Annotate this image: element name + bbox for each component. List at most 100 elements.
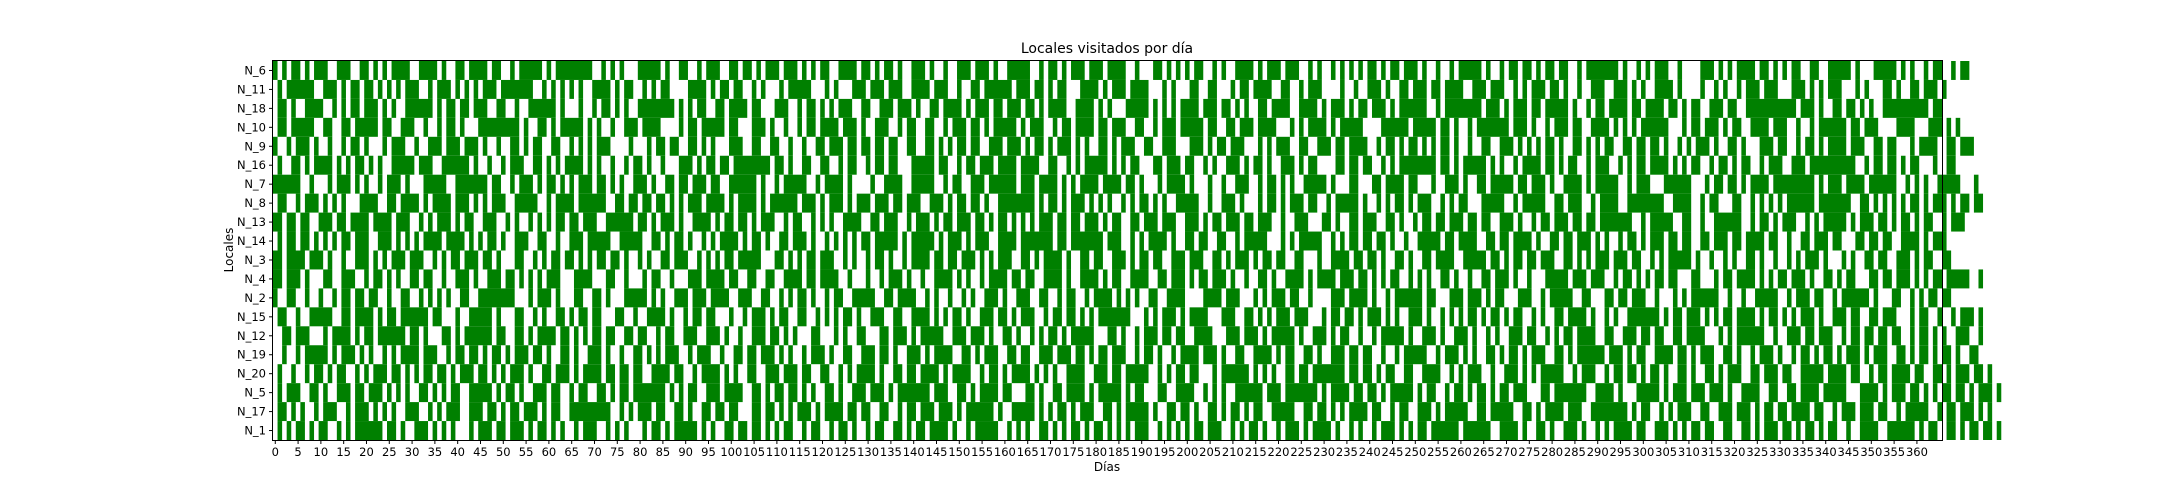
visit-cell — [1923, 193, 1929, 213]
visit-cell — [710, 231, 716, 251]
visit-cell — [1162, 98, 1167, 118]
visit-cell — [651, 288, 657, 308]
visit-cell — [1308, 79, 1322, 99]
visit-cell — [1663, 307, 1669, 327]
visit-cell — [984, 345, 999, 365]
visit-cell — [1891, 212, 1897, 232]
visit-cell — [309, 307, 333, 327]
visit-cell — [1522, 193, 1546, 213]
visit-cell — [282, 61, 287, 80]
visit-cell — [847, 193, 853, 213]
visit-cell — [893, 307, 903, 327]
visit-cell — [569, 231, 584, 251]
visit-cell — [774, 383, 784, 403]
visit-cell — [459, 288, 470, 308]
visit-cell — [687, 79, 707, 99]
x-tick-label: 270 — [1496, 445, 1518, 459]
visit-cell — [350, 98, 360, 118]
visit-cell — [487, 155, 492, 175]
visit-cell — [697, 345, 711, 365]
visit-cell — [1987, 364, 1993, 384]
visit-cell — [546, 269, 561, 289]
visit-cell — [820, 193, 825, 213]
visit-cell — [1914, 250, 1920, 270]
visit-cell — [1586, 212, 1596, 232]
visit-cell — [669, 307, 675, 327]
visit-cell — [1586, 174, 1591, 194]
visit-cell — [1385, 364, 1395, 384]
visit-cell — [1586, 61, 1619, 80]
visit-cell — [1221, 61, 1227, 80]
visit-cell — [1777, 345, 1783, 365]
visit-cell — [1399, 212, 1404, 232]
x-tick-label: 75 — [610, 445, 625, 459]
visit-cell — [551, 79, 556, 99]
visit-cell — [587, 136, 593, 156]
visit-cell — [733, 79, 743, 99]
visit-cell — [1367, 307, 1382, 327]
visit-cell — [947, 193, 953, 213]
visit-cell — [1910, 288, 1915, 308]
visit-cell — [1700, 212, 1705, 232]
visit-cell — [1157, 345, 1163, 365]
visit-cell — [760, 79, 766, 99]
visit-cell — [733, 345, 743, 365]
visit-cell — [1121, 136, 1135, 156]
visit-cell — [801, 193, 816, 213]
visit-cell — [1650, 155, 1669, 175]
visit-cell — [519, 61, 543, 80]
x-axis-ticks: 0 5 10 15 20 25 30 35 40 45 50 55 60 65 70 75 80 85 90 95 10… — [272, 440, 1928, 459]
visit-cell — [801, 136, 807, 156]
visit-cell — [1736, 326, 1765, 346]
visit-cell — [1545, 136, 1555, 156]
visit-cell — [496, 421, 506, 440]
visit-cell — [1130, 155, 1140, 175]
visit-cell — [820, 212, 825, 232]
visit-cell — [1859, 402, 1874, 422]
visit-cell — [323, 231, 328, 251]
visit-cell — [820, 98, 825, 118]
visit-cell — [300, 402, 305, 422]
visit-cell — [1112, 155, 1117, 175]
visit-cell — [1166, 155, 1181, 175]
visit-cell — [304, 345, 328, 365]
visit-cell — [874, 421, 885, 440]
visit-cell — [1504, 364, 1518, 384]
visit-cell — [1499, 383, 1509, 403]
visit-cell — [359, 345, 365, 365]
visit-cell — [1814, 212, 1819, 232]
visit-cell — [1390, 402, 1395, 422]
visit-cell — [1691, 98, 1701, 118]
visit-cell — [687, 383, 698, 403]
visit-cell — [1321, 383, 1327, 403]
visit-cell — [665, 345, 679, 365]
visit-cell — [1107, 98, 1113, 118]
visit-cell — [1837, 269, 1842, 289]
visit-cell — [1919, 345, 1929, 365]
visit-cell — [1431, 79, 1441, 99]
visit-cell — [464, 136, 479, 156]
visit-cell — [1112, 79, 1126, 99]
visit-cell — [1463, 345, 1468, 365]
x-tick-label: 65 — [564, 445, 579, 459]
visit-cell — [934, 212, 939, 232]
visit-cell — [847, 364, 853, 384]
visit-cell — [843, 250, 848, 270]
visit-cell — [387, 307, 397, 327]
visit-cell — [1244, 326, 1258, 346]
visit-cell — [615, 79, 620, 99]
visit-cell — [1536, 231, 1541, 251]
visit-cell — [1212, 383, 1217, 403]
visit-cell — [1075, 117, 1094, 137]
visit-cell — [1007, 345, 1017, 365]
visit-cell — [1873, 61, 1897, 80]
visit-cell — [1604, 231, 1610, 251]
visit-cell — [377, 174, 383, 194]
visit-cell — [1481, 212, 1491, 232]
visit-cell — [1540, 307, 1546, 327]
visit-cell — [852, 288, 875, 308]
visit-cell — [1285, 364, 1295, 384]
visit-cell — [1627, 155, 1632, 175]
visit-cell — [692, 174, 707, 194]
visit-cell — [1422, 212, 1432, 232]
